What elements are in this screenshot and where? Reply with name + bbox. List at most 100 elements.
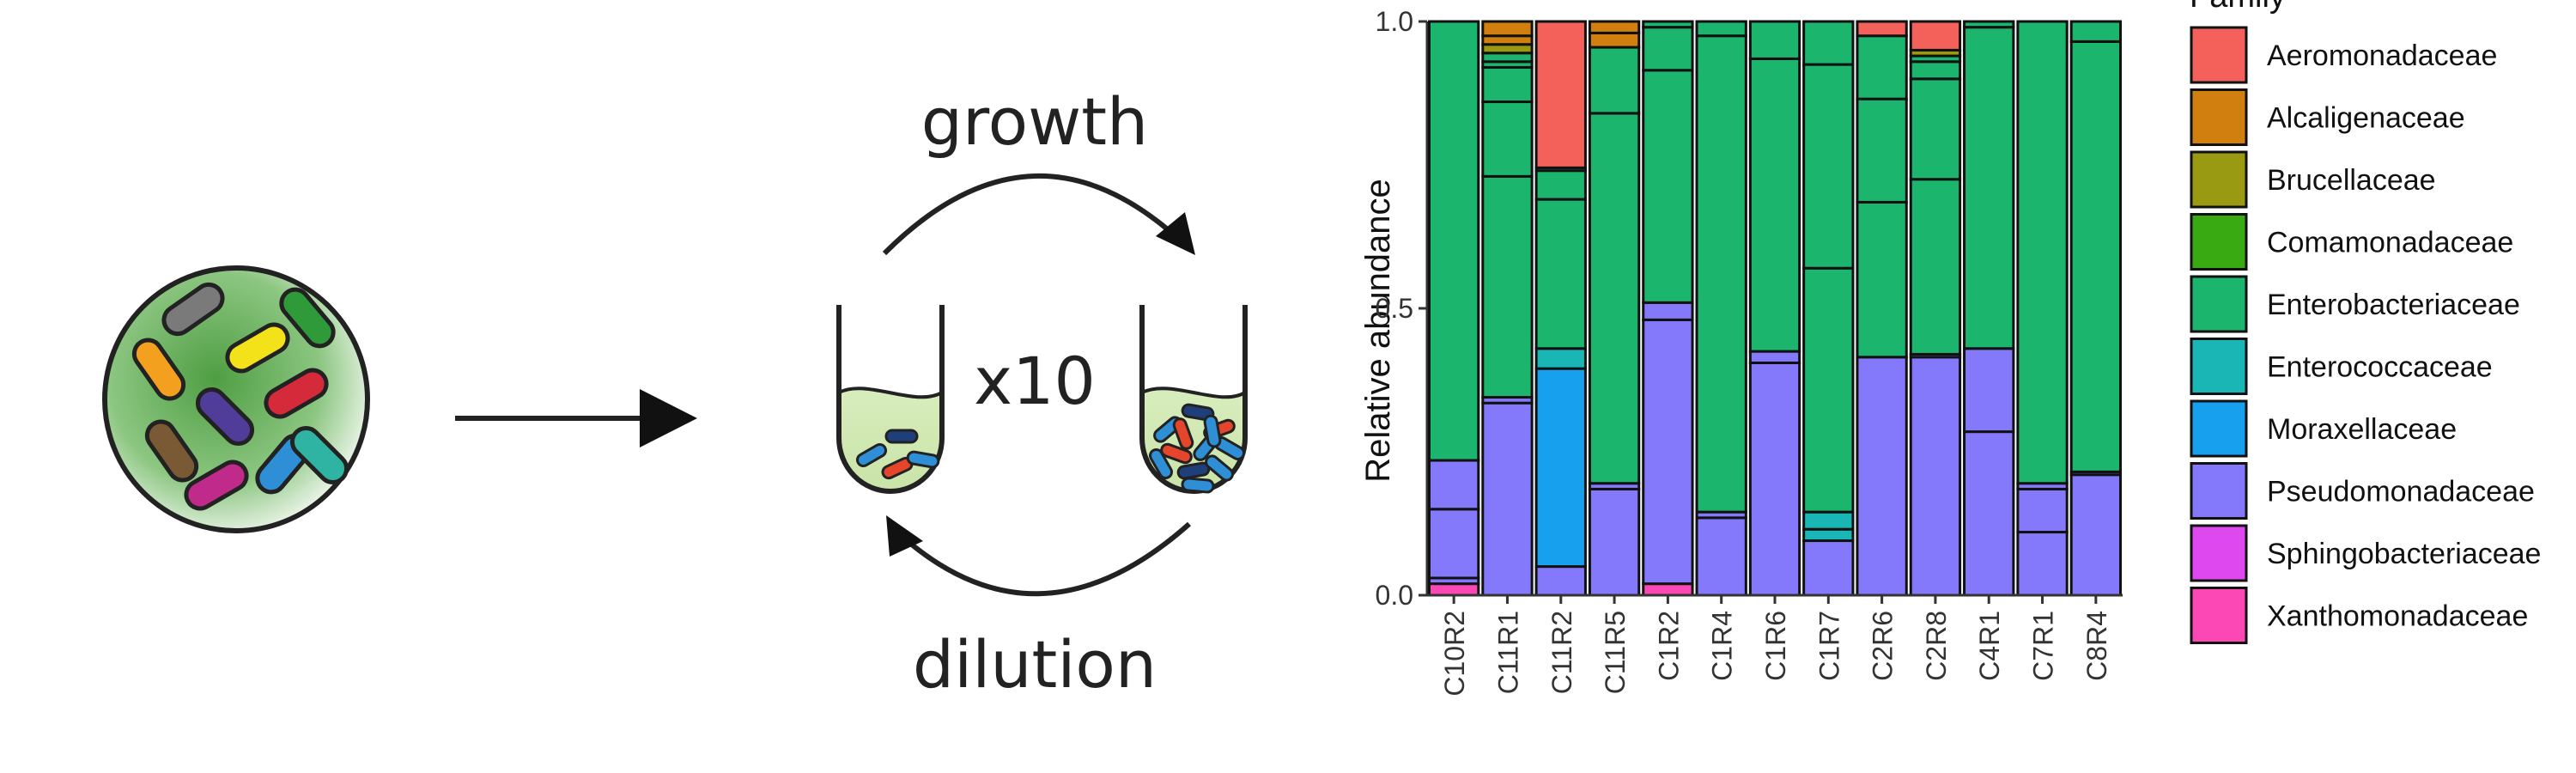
bacterium-cell [289,425,349,485]
diluted-culture-tube [836,305,945,494]
bar-segment [1802,63,1855,270]
bacterium-cell [184,460,249,511]
bar-segment [1588,487,1641,597]
bacterium-cell [225,322,290,374]
bar-segment [2069,473,2123,597]
bacterium-cell [1203,414,1222,448]
bacterium-cell [264,368,329,419]
legend-item: Sphingobacteriaceae [2190,524,2541,582]
bar-segment [1534,20,1587,169]
x-tick-label: C4R1 [1974,611,2005,681]
bar-segment [1427,582,1480,597]
bar-segment [1963,430,2015,597]
x-tick-label: C1R4 [1707,611,1738,681]
bar-segment [1534,198,1587,350]
bacterium-cell [131,338,186,401]
y-tick-label: 0.5 [1376,293,1413,324]
bar-segment [1588,20,1641,34]
bar-segment [1481,43,1534,55]
bar-segment [1481,174,1534,399]
bar-segment [1909,20,1962,52]
bar-segment [1534,169,1587,201]
arrow-to-culture [455,389,697,447]
legend-item: Moraxellaceae [2190,399,2457,458]
bar-segment [1481,34,1534,46]
bar-segment [1909,77,1962,181]
bars [1427,20,2123,597]
growth-arrow-head [1156,212,1195,255]
x-tick-label: C8R4 [2081,611,2112,681]
bacterium-cell [884,429,919,444]
bar-segment [2069,40,2123,473]
legend-swatch [2190,213,2248,271]
bar-segment [1963,347,2015,434]
bar-segment [1856,20,1908,38]
bar-segment [1642,69,1694,304]
bar-segment [1963,20,2015,29]
bacterium-cell [906,450,940,469]
x-tick-label: C1R2 [1653,611,1684,681]
legend-label: Xanthomonadaceae [2267,600,2528,633]
bar-segment [1534,347,1587,370]
bar-segment [1748,57,1801,353]
bar-segment [1534,367,1587,569]
community-dish [102,265,370,533]
bacterium-cell [1160,442,1193,465]
bar-C7R1 [2016,20,2069,597]
bar-segment [1481,20,1534,38]
bar-C2R6 [1856,20,1908,597]
bar-segment [2016,531,2069,597]
bar-segment [1481,401,1534,597]
bar-segment [1642,20,1694,29]
legend-swatch [2190,88,2248,146]
bar-segment [1909,356,1962,597]
grown-culture-tube [1139,305,1248,494]
bar-segment [1856,200,1908,359]
bar-C8R4 [2069,20,2123,597]
bar-segment [1427,459,1480,511]
bar-segment [2069,20,2123,43]
legend: Aeromonadaceae Alcaligenaceae Brucellaceae… [2190,26,2541,644]
dilution-arrow-head [886,515,923,557]
x-tick-label: C1R7 [1814,611,1844,681]
x-tick-label: C11R1 [1492,611,1523,694]
legend-swatch [2190,524,2248,582]
growth-arrow-arc [882,173,1188,256]
bar-segment [1481,65,1534,104]
bar-segment [1588,31,1641,49]
experiment-schematic: growth x10 dilution [102,83,1248,703]
legend-swatch [2190,587,2248,644]
x-tick-label: C2R8 [1921,611,1952,681]
bar-C4R1 [1963,20,2015,597]
tube-cells [1149,403,1246,494]
transfer-arrow-head [640,389,697,447]
y-axis-title: Relative abundance [1359,179,1397,483]
legend-label: Comamonadaceae [2267,227,2513,259]
y-tick-label: 1.0 [1376,6,1413,37]
bar-segment [1909,60,1962,81]
bar-segment [1802,539,1855,597]
bar-C2R8 [1909,20,1962,597]
bar-segment [1963,26,2015,350]
y-axis: 0.0 0.5 1.0 [1376,6,1429,611]
legend-item: Alcaligenaceae [2190,88,2465,146]
x-tick-label: C11R2 [1546,611,1577,694]
bacterium-cell [161,282,225,337]
legend-swatch [2190,275,2248,333]
bar-C11R1 [1481,20,1534,597]
x-tick-label: C2R6 [1868,611,1899,681]
legend-swatch [2190,150,2248,209]
legend-label: Enterococcaceae [2267,351,2493,384]
y-tick-label: 0.0 [1376,580,1413,611]
bar-segment [1748,350,1801,364]
cycle-count-label: x10 [974,343,1096,419]
tube-liquid-surface [1141,386,1247,399]
dilution-arrow-arc [890,521,1191,597]
bar-segment [1481,52,1534,64]
legend-label: Sphingobacteriaceae [2267,538,2541,570]
legend-label: Alcaligenaceae [2267,102,2465,135]
bar-segment [1642,582,1694,597]
bar-segment [1909,178,1962,356]
legend-swatch [2190,462,2248,520]
bar-segment [1642,318,1694,586]
